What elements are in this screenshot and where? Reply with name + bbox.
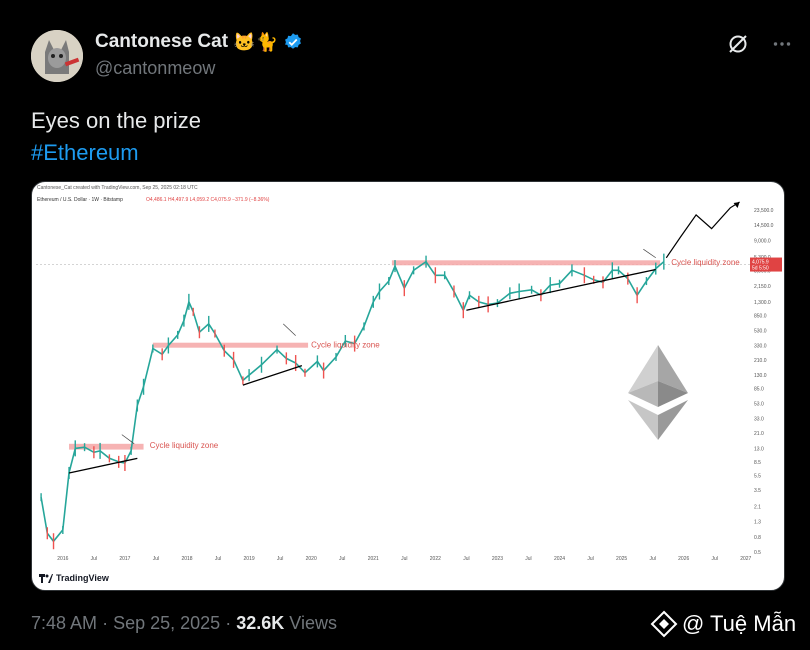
y-tick-label: 0.5 [754, 550, 761, 556]
x-tick-label: 2018 [181, 556, 192, 562]
y-tick-label: 23,500.0 [754, 208, 774, 214]
avatar[interactable] [31, 30, 83, 82]
hashtag-link[interactable]: #Ethereum [31, 140, 139, 165]
x-tick-label: 2024 [554, 556, 565, 562]
tweet-time[interactable]: 7:48 AM [31, 613, 98, 633]
y-tick-label: 1.3 [754, 520, 761, 526]
support-trendline [68, 457, 138, 474]
grok-icon[interactable] [726, 32, 750, 56]
x-tick-label: 2016 [57, 556, 68, 562]
support-trendline [466, 268, 656, 311]
price-label-box [750, 257, 782, 272]
y-tick-label: 130.0 [754, 373, 767, 379]
y-tick-label: 33.0 [754, 417, 764, 423]
x-tick-label: 2025 [616, 556, 627, 562]
price-label-value: 4,075.9 [752, 260, 769, 266]
display-name[interactable]: Cantonese Cat [95, 31, 229, 52]
zone-annotation: Cycle liquidity zone [311, 340, 380, 349]
avatar-cat-icon [31, 30, 83, 82]
tweet-date[interactable]: Sep 25, 2025 [113, 613, 221, 633]
binance-diamond-icon [650, 610, 678, 638]
tradingview-logo: TradingView [39, 573, 109, 583]
author-name[interactable]: Cantonese Cat 🐱🐈 [95, 31, 303, 53]
meta-separator: · [225, 613, 232, 633]
y-tick-label: 8.5 [754, 460, 761, 466]
y-tick-label: 9,000.0 [754, 238, 771, 244]
x-tick-label: Jul [463, 556, 469, 562]
support-trendline [242, 365, 303, 386]
tweet-text: Eyes on the prize #Ethereum [31, 105, 201, 169]
x-tick-label: Jul [277, 556, 283, 562]
projection-path [665, 201, 740, 259]
y-tick-label: 330.0 [754, 343, 767, 349]
watermark-text: @ Tuệ Mẫn [682, 611, 797, 636]
price-series-line [40, 260, 665, 543]
y-tick-label: 210.0 [754, 358, 767, 364]
pointer-arrow [121, 434, 135, 445]
y-tick-label: 5.5 [754, 474, 761, 480]
chart-caption: Cantonese_Cat created with TradingView.c… [37, 185, 198, 191]
price-chart: Cycle liquidity zone Cycle liquidity zone… [36, 201, 782, 562]
liquidity-zone [69, 443, 144, 450]
y-tick-label: 2,150.0 [754, 284, 771, 290]
x-tick-label: 2017 [119, 556, 130, 562]
liquidity-zone [152, 342, 309, 348]
x-tick-label: Jul [153, 556, 159, 562]
watermark: @ Tuệ Mẫn [650, 610, 796, 638]
chart-ohlc: O4,486.1 H4,497.9 L4,059.2 C4,075.9 −371… [146, 197, 270, 203]
y-tick-label: 85.0 [754, 387, 764, 393]
x-tick-label: 2021 [368, 556, 379, 562]
y-tick-label: 21.0 [754, 431, 764, 437]
y-tick-label: 13.0 [754, 446, 764, 452]
more-icon[interactable] [772, 34, 792, 54]
y-tick-label: 3.5 [754, 488, 761, 494]
x-tick-label: 2023 [492, 556, 503, 562]
author-handle[interactable]: @cantonmeow [95, 58, 216, 78]
y-tick-label: 53.0 [754, 402, 764, 408]
projection-arrowhead [733, 202, 740, 208]
y-tick-label: 2.1 [754, 504, 761, 510]
verified-badge-icon [284, 33, 301, 49]
y-tick-label: 530.0 [754, 328, 767, 334]
x-tick-label: 2019 [244, 556, 255, 562]
x-tick-label: Jul [712, 556, 718, 562]
x-tick-label: Jul [401, 556, 407, 562]
ethereum-logo-icon [628, 345, 688, 440]
zone-annotation: Cycle liquidity zone [150, 441, 219, 450]
x-tick-label: Jul [525, 556, 531, 562]
zone-annotation: Cycle liquidity zone [671, 258, 740, 267]
views-label: Views [289, 613, 337, 633]
name-emoji: 🐱🐈 [233, 31, 278, 52]
x-tick-label: Jul [339, 556, 345, 562]
tradingview-label: TradingView [56, 573, 109, 583]
x-tick-label: 2026 [678, 556, 689, 562]
views-count: 32.6K [236, 613, 285, 633]
y-tick-label: 0.8 [754, 535, 761, 541]
x-tick-label: Jul [91, 556, 97, 562]
x-tick-label: 2020 [306, 556, 317, 562]
x-tick-label: Jul [215, 556, 221, 562]
x-tick-label: Jul [649, 556, 655, 562]
y-tick-label: 14,500.0 [754, 223, 774, 229]
tweet-body: Eyes on the prize [31, 108, 201, 133]
y-tick-label: 850.0 [754, 313, 767, 319]
tweet-meta: 7:48 AM · Sep 25, 2025 · 32.6K Views [31, 613, 337, 634]
x-tick-label: 2027 [740, 556, 751, 562]
x-tick-label: 2022 [430, 556, 441, 562]
price-label-countdown: 5d 5:50 [752, 266, 769, 272]
meta-separator: · [102, 613, 109, 633]
tradingview-logo-icon [39, 573, 53, 583]
y-tick-label: 1,300.0 [754, 300, 771, 306]
pointer-arrow [283, 323, 296, 336]
chart-symbol: Ethereum / U.S. Dollar · 1W · Bitstamp [37, 197, 123, 203]
pointer-arrow [643, 248, 656, 259]
tweet-media-chart[interactable]: Cantonese_Cat created with TradingView.c… [31, 181, 785, 591]
x-tick-label: Jul [587, 556, 593, 562]
liquidity-zone [391, 260, 661, 266]
